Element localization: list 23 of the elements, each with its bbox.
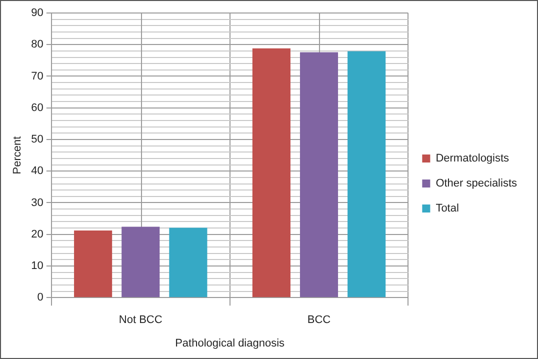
bar bbox=[169, 228, 208, 298]
y-axis-title: Percent bbox=[12, 136, 24, 174]
bar bbox=[252, 48, 290, 298]
x-axis-title: Pathological diagnosis bbox=[175, 337, 286, 350]
bar bbox=[122, 226, 160, 298]
y-tick-label: 10 bbox=[31, 260, 44, 272]
y-tick-label: 50 bbox=[31, 134, 44, 146]
y-tick-label: 80 bbox=[31, 38, 44, 51]
y-tick-label: 40 bbox=[31, 165, 44, 178]
y-tick-label: 30 bbox=[31, 196, 44, 209]
legend-label: Total bbox=[436, 202, 459, 215]
legend-label: Other specialists bbox=[436, 178, 518, 190]
x-tick-label: BCC bbox=[307, 314, 331, 326]
y-tick-label: 70 bbox=[31, 70, 44, 82]
y-tick-label: 60 bbox=[31, 102, 44, 114]
bar bbox=[300, 52, 338, 298]
x-tick-label: Not BCC bbox=[118, 314, 162, 326]
y-tick-label: 20 bbox=[31, 228, 44, 240]
bar bbox=[348, 51, 386, 298]
y-tick-label: 0 bbox=[37, 292, 44, 304]
y-tick-label: 90 bbox=[31, 7, 44, 20]
bar bbox=[74, 230, 112, 298]
legend-label: Dermatologists bbox=[436, 152, 510, 165]
